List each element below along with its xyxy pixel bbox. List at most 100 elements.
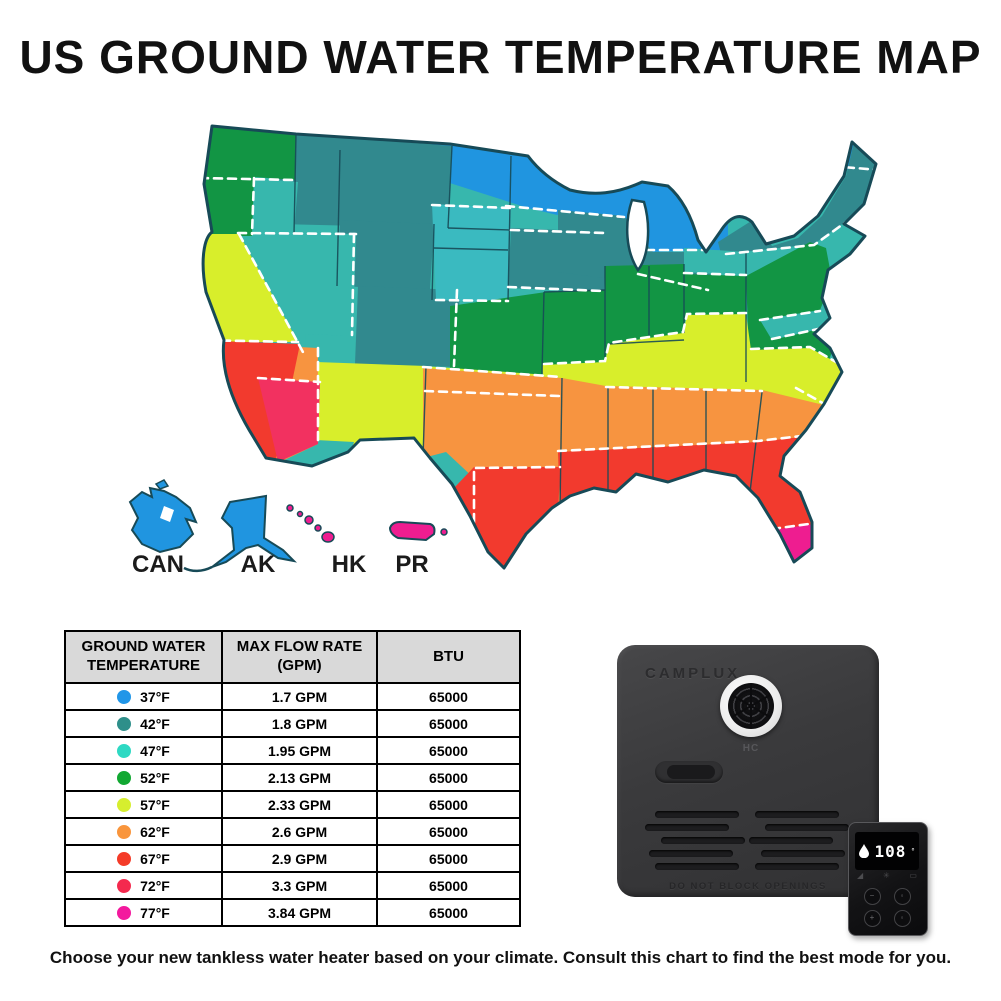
us-outline: [201, 124, 878, 570]
temperature-readout: 108: [874, 841, 907, 861]
temperature-cell: 62°F: [64, 817, 223, 846]
table-row: 77°F 3.84 GPM 65000: [64, 898, 521, 927]
temperature-color-dot: [117, 689, 132, 704]
table-row: 72°F 3.3 GPM 65000: [64, 871, 521, 900]
flow-rate-cell: 3.84 GPM: [221, 898, 378, 927]
temperature-value: 37°F: [140, 688, 170, 705]
table-row: 47°F 1.95 GPM 65000: [64, 736, 521, 765]
handle-slot: [667, 765, 715, 779]
temperature-color-dot: [117, 743, 132, 758]
temperature-cell: 42°F: [64, 709, 223, 738]
vent-slat: [645, 824, 729, 831]
inset-label-canada: CAN: [132, 551, 184, 578]
degree-icon: °: [911, 846, 915, 856]
inset-hawaii: [286, 504, 335, 543]
legend-table-body: 37°F 1.7 GPM 65000 42°F 1.8 GPM 65000 47°F 1.95…: [64, 682, 521, 927]
flow-rate-cell: 2.33 GPM: [221, 790, 378, 819]
warning-text: DO NOT BLOCK OPENINGS: [669, 881, 827, 892]
fan-icon: [728, 683, 774, 729]
flow-rate-cell: 3.3 GPM: [221, 871, 378, 900]
vent-slat: [649, 850, 733, 857]
legend-header-row: GROUND WATER TEMPERATURE MAX FLOW RATE (…: [64, 630, 521, 684]
header-btu: BTU: [376, 630, 521, 684]
btu-cell: 65000: [376, 736, 521, 765]
inset-puerto-rico: [388, 520, 448, 542]
remote-display: 108 °: [855, 832, 919, 870]
vent-slat: [755, 863, 839, 870]
vent-ring: [720, 675, 782, 737]
temperature-cell: 67°F: [64, 844, 223, 873]
air-vents: [641, 811, 857, 877]
remote-button-power[interactable]: ◦: [893, 887, 911, 905]
table-row: 37°F 1.7 GPM 65000: [64, 682, 521, 711]
remote-status-icons: ◢ ✳ ▭: [857, 871, 917, 880]
temperature-color-dot: [117, 851, 132, 866]
temperature-value: 52°F: [140, 769, 170, 786]
inset-alaska: [183, 494, 297, 573]
lake-michigan: [626, 198, 650, 273]
flow-rate-cell: 1.8 GPM: [221, 709, 378, 738]
temperature-color-dot: [117, 905, 132, 920]
page-title: US GROUND WATER TEMPERATURE MAP: [19, 31, 982, 83]
temperature-color-dot: [117, 878, 132, 893]
btu-cell: 65000: [376, 682, 521, 711]
vent-label: HC: [742, 743, 760, 754]
btu-cell: 65000: [376, 844, 521, 873]
remote-button-down[interactable]: ◦: [893, 909, 911, 927]
flame-icon: ◢: [857, 871, 864, 880]
header-max-flow-rate: MAX FLOW RATE (GPM): [221, 630, 378, 684]
water-drop-icon: [859, 844, 870, 858]
temperature-cell: 37°F: [64, 682, 223, 711]
inset-label-hawaii: HK: [332, 551, 367, 578]
remote-button-up[interactable]: +: [863, 909, 881, 927]
inset-label-puerto-rico: PR: [395, 551, 428, 578]
bottom-caption: Choose your new tankless water heater ba…: [49, 948, 952, 967]
us-ground-water-temperature-map: CAN AK HK PR: [128, 124, 878, 578]
mode-icon: ▭: [909, 871, 917, 880]
header-ground-water-temperature: GROUND WATER TEMPERATURE: [64, 630, 223, 684]
btu-cell: 65000: [376, 709, 521, 738]
btu-cell: 65000: [376, 898, 521, 927]
brand-logo: CAMPLUX: [645, 665, 741, 682]
btu-cell: 65000: [376, 790, 521, 819]
temperature-value: 57°F: [140, 796, 170, 813]
flow-rate-cell: 1.95 GPM: [221, 736, 378, 765]
table-row: 42°F 1.8 GPM 65000: [64, 709, 521, 738]
remote-controller: 108 ° ◢ ✳ ▭ − ◦ + ◦: [848, 822, 928, 936]
access-handle: [655, 761, 723, 783]
temperature-value: 72°F: [140, 877, 170, 894]
vent-slat: [661, 837, 745, 844]
temperature-color-dot: [117, 824, 132, 839]
temperature-cell: 52°F: [64, 763, 223, 792]
remote-button-minus[interactable]: −: [863, 887, 881, 905]
flow-rate-cell: 1.7 GPM: [221, 682, 378, 711]
temperature-color-dot: [117, 797, 132, 812]
flow-rate-cell: 2.6 GPM: [221, 817, 378, 846]
tankless-water-heater-image: CAMPLUX HC DO NOT BLOCK OPENINGS: [617, 645, 879, 897]
temperature-value: 77°F: [140, 904, 170, 921]
temperature-value: 62°F: [140, 823, 170, 840]
btu-cell: 65000: [376, 817, 521, 846]
temperature-cell: 47°F: [64, 736, 223, 765]
temperature-value: 67°F: [140, 850, 170, 867]
inset-label-alaska: AK: [241, 551, 276, 578]
temperature-cell: 57°F: [64, 790, 223, 819]
table-row: 57°F 2.33 GPM 65000: [64, 790, 521, 819]
flow-rate-cell: 2.13 GPM: [221, 763, 378, 792]
vent-slat: [765, 824, 849, 831]
temperature-value: 42°F: [140, 715, 170, 732]
legend-table: GROUND WATER TEMPERATURE MAX FLOW RATE (…: [64, 630, 521, 927]
vent-slat: [761, 850, 845, 857]
temperature-color-dot: [117, 770, 132, 785]
temperature-value: 47°F: [140, 742, 170, 759]
temperature-color-dot: [117, 716, 132, 731]
temperature-cell: 72°F: [64, 871, 223, 900]
vent-slat: [749, 837, 833, 844]
table-row: 67°F 2.9 GPM 65000: [64, 844, 521, 873]
btu-cell: 65000: [376, 763, 521, 792]
temperature-cell: 77°F: [64, 898, 223, 927]
vent-slat: [655, 811, 739, 818]
fan-mini-icon: ✳: [882, 871, 890, 880]
btu-cell: 65000: [376, 871, 521, 900]
